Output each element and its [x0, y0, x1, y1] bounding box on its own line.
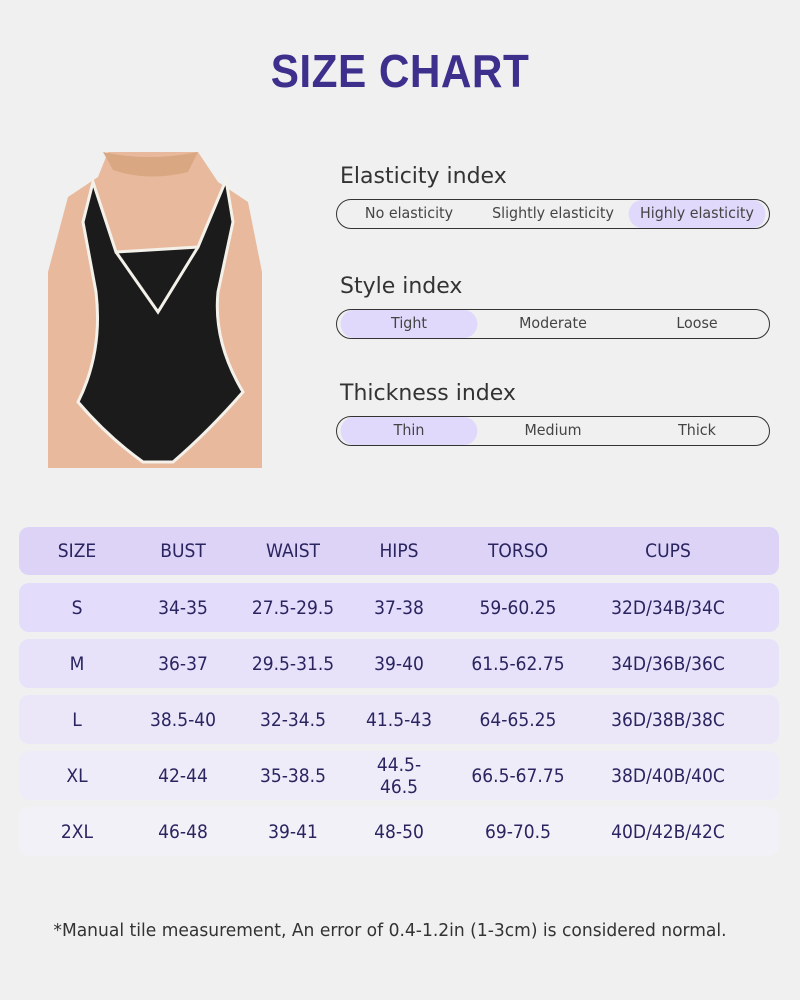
product-photo	[48, 152, 262, 468]
cell-size: 2XL	[60, 820, 94, 843]
cell-hips: 37-38	[374, 596, 424, 619]
thickness-index: Thickness index Thin Medium Thick	[336, 381, 770, 446]
cell-hips: 41.5-43	[365, 708, 433, 731]
cell-torso: 64-65.25	[479, 708, 557, 731]
option-medium: Medium	[524, 421, 582, 439]
table-row: 2XL 46-48 39-41 48-50 69-70.5 40D/42B/42C	[19, 807, 779, 856]
cell-hips: 48-50	[374, 820, 424, 843]
cell-cups: 40D/42B/42C	[611, 820, 725, 843]
cell-bust: 42-44	[158, 764, 208, 787]
option-thin: Thin	[340, 417, 478, 445]
cell-hips: 39-40	[374, 652, 424, 675]
header-torso: TORSO	[487, 540, 549, 562]
option-thick: Thick	[678, 421, 716, 439]
size-table: SIZE BUST WAIST HIPS TORSO CUPS S 34-35 27…	[19, 527, 779, 863]
cell-torso: 66.5-67.75	[471, 764, 565, 787]
cell-bust: 34-35	[158, 596, 208, 619]
option-moderate: Moderate	[519, 314, 587, 332]
cell-waist: 32-34.5	[259, 708, 327, 731]
page-title: SIZE CHART	[270, 45, 530, 97]
style-index-title: Style index	[340, 274, 463, 299]
option-no-elasticity: No elasticity	[364, 204, 454, 222]
elasticity-index: Elasticity index No elasticity Slightly …	[336, 164, 770, 229]
cell-waist: 35-38.5	[259, 764, 327, 787]
table-row: M 36-37 29.5-31.5 39-40 61.5-62.75 34D/36B/36…	[19, 639, 779, 688]
table-row: S 34-35 27.5-29.5 37-38 59-60.25 32D/34B/34C	[19, 583, 779, 632]
option-highly-elasticity: Highly elasticity	[628, 200, 766, 228]
cell-bust: 38.5-40	[149, 708, 217, 731]
header-size: SIZE	[57, 540, 97, 562]
cell-cups: 38D/40B/40C	[611, 764, 725, 787]
option-tight: Tight	[340, 310, 478, 338]
cell-torso: 59-60.25	[479, 596, 557, 619]
cell-waist: 29.5-31.5	[251, 652, 335, 675]
cell-torso: 61.5-62.75	[471, 652, 565, 675]
cell-hips: 44.5-46.5	[376, 753, 422, 798]
style-index: Style index Tight Moderate Loose	[336, 274, 770, 339]
table-row: L 38.5-40 32-34.5 41.5-43 64-65.25 36D/38B/38…	[19, 695, 779, 744]
cell-cups: 36D/38B/38C	[611, 708, 725, 731]
cell-torso: 69-70.5	[484, 820, 552, 843]
elasticity-index-title: Elasticity index	[340, 164, 507, 189]
cell-size: XL	[66, 764, 88, 787]
cell-waist: 39-41	[268, 820, 318, 843]
cell-cups: 32D/34B/34C	[611, 596, 725, 619]
thickness-index-title: Thickness index	[340, 381, 516, 406]
cell-cups: 34D/36B/36C	[611, 652, 725, 675]
option-slightly-elasticity: Slightly elasticity	[492, 204, 614, 222]
header-cups: CUPS	[645, 540, 691, 562]
cell-size: M	[69, 652, 85, 675]
table-header-row: SIZE BUST WAIST HIPS TORSO CUPS	[19, 527, 779, 575]
table-row: XL 42-44 35-38.5 44.5-46.5 66.5-67.75 38D/40B…	[19, 751, 779, 800]
cell-bust: 46-48	[158, 820, 208, 843]
cell-waist: 27.5-29.5	[251, 596, 335, 619]
cell-size: L	[72, 708, 82, 731]
option-loose: Loose	[676, 314, 718, 332]
cell-bust: 36-37	[158, 652, 208, 675]
measurement-note: *Manual tile measurement, An error of 0.…	[53, 920, 727, 941]
header-bust: BUST	[160, 540, 206, 562]
header-waist: WAIST	[265, 540, 320, 562]
header-hips: HIPS	[379, 540, 419, 562]
cell-size: S	[71, 596, 83, 619]
